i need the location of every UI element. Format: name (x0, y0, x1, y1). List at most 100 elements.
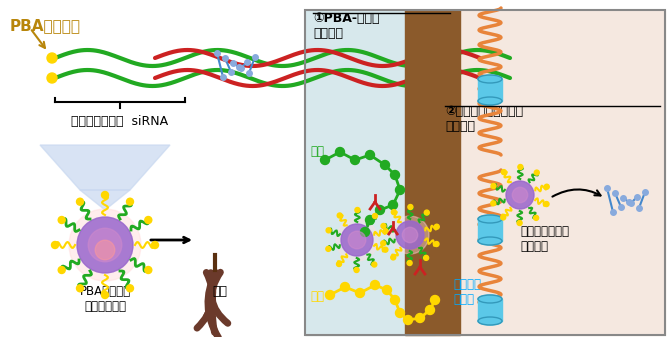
Circle shape (58, 216, 65, 223)
Circle shape (336, 262, 342, 267)
FancyArrowPatch shape (197, 272, 212, 328)
Text: PBAリガンド
搭載ナノ粒子: PBAリガンド 搭載ナノ粒子 (80, 285, 131, 313)
Circle shape (88, 228, 122, 262)
Circle shape (500, 215, 506, 220)
Circle shape (76, 285, 84, 292)
Circle shape (518, 164, 523, 170)
Circle shape (356, 288, 364, 298)
Circle shape (341, 224, 373, 256)
Circle shape (145, 267, 152, 274)
Circle shape (52, 242, 58, 248)
Circle shape (337, 213, 342, 218)
Polygon shape (80, 190, 130, 210)
Circle shape (431, 296, 440, 305)
Text: 多糖: 多糖 (310, 290, 324, 303)
Ellipse shape (478, 237, 502, 245)
Circle shape (340, 282, 350, 292)
FancyArrowPatch shape (208, 273, 218, 337)
Circle shape (391, 210, 397, 215)
Circle shape (391, 255, 396, 260)
Circle shape (373, 213, 377, 218)
Text: PBAリガンド: PBAリガンド (10, 18, 81, 33)
Circle shape (47, 53, 57, 63)
Circle shape (491, 183, 496, 188)
Text: ②ボロン酸輸送体との
相互作用: ②ボロン酸輸送体との 相互作用 (445, 105, 523, 133)
Circle shape (396, 221, 424, 249)
Bar (478, 299, 502, 321)
Circle shape (127, 285, 133, 292)
Circle shape (375, 206, 385, 214)
Circle shape (354, 268, 359, 273)
Circle shape (506, 181, 534, 209)
Circle shape (513, 187, 528, 203)
Circle shape (372, 262, 377, 267)
Circle shape (366, 215, 375, 224)
Circle shape (544, 184, 549, 189)
FancyArrowPatch shape (212, 272, 228, 323)
Bar (305, 10, 435, 335)
Polygon shape (40, 145, 170, 190)
Bar (305, 10, 665, 335)
Circle shape (95, 240, 115, 260)
Text: 機能性ペプチド  siRNA: 機能性ペプチド siRNA (72, 115, 169, 128)
Text: 多糖: 多糖 (310, 145, 324, 158)
Text: 褐藻: 褐藻 (212, 285, 228, 298)
Circle shape (348, 231, 366, 249)
Ellipse shape (478, 317, 502, 325)
Bar (405, 10, 460, 335)
Circle shape (434, 242, 439, 247)
Circle shape (544, 202, 549, 207)
Circle shape (326, 290, 334, 300)
Ellipse shape (478, 75, 502, 83)
Circle shape (402, 227, 417, 243)
Circle shape (395, 185, 405, 194)
Bar (478, 219, 502, 241)
Circle shape (407, 261, 412, 266)
Circle shape (69, 209, 141, 281)
Circle shape (534, 170, 539, 175)
Circle shape (389, 201, 397, 210)
Circle shape (381, 241, 386, 246)
Circle shape (391, 216, 429, 254)
Text: ①PBA-多糖間
相互作用: ①PBA-多糖間 相互作用 (313, 12, 379, 40)
Circle shape (383, 285, 391, 295)
Bar (478, 79, 502, 101)
Circle shape (395, 308, 405, 317)
Ellipse shape (478, 97, 502, 105)
Circle shape (127, 198, 133, 205)
Circle shape (151, 242, 159, 248)
Circle shape (501, 176, 539, 214)
Circle shape (47, 73, 57, 83)
Circle shape (533, 215, 539, 220)
Circle shape (336, 219, 378, 261)
Circle shape (425, 306, 435, 314)
Circle shape (391, 171, 399, 180)
FancyArrowPatch shape (212, 273, 214, 332)
Circle shape (391, 296, 399, 305)
Circle shape (383, 247, 388, 252)
FancyArrowPatch shape (206, 273, 213, 317)
Circle shape (423, 255, 429, 261)
Circle shape (408, 205, 413, 210)
Text: 標的タンパク質
発現抑制: 標的タンパク質 発現抑制 (520, 225, 569, 253)
Circle shape (424, 210, 429, 215)
Circle shape (326, 228, 331, 233)
Circle shape (371, 280, 379, 289)
Circle shape (381, 223, 386, 228)
Circle shape (145, 216, 152, 223)
Circle shape (383, 228, 388, 234)
Text: ボロン酸
輸送体: ボロン酸 輸送体 (453, 278, 481, 306)
Circle shape (58, 267, 65, 274)
Circle shape (403, 315, 413, 325)
Circle shape (366, 151, 375, 159)
Circle shape (336, 148, 344, 156)
Circle shape (77, 217, 133, 273)
Circle shape (381, 160, 389, 170)
Circle shape (490, 201, 496, 206)
Circle shape (360, 227, 369, 237)
Circle shape (501, 170, 507, 175)
Ellipse shape (478, 215, 502, 223)
Circle shape (517, 220, 522, 225)
Circle shape (434, 224, 440, 229)
Circle shape (326, 246, 331, 251)
